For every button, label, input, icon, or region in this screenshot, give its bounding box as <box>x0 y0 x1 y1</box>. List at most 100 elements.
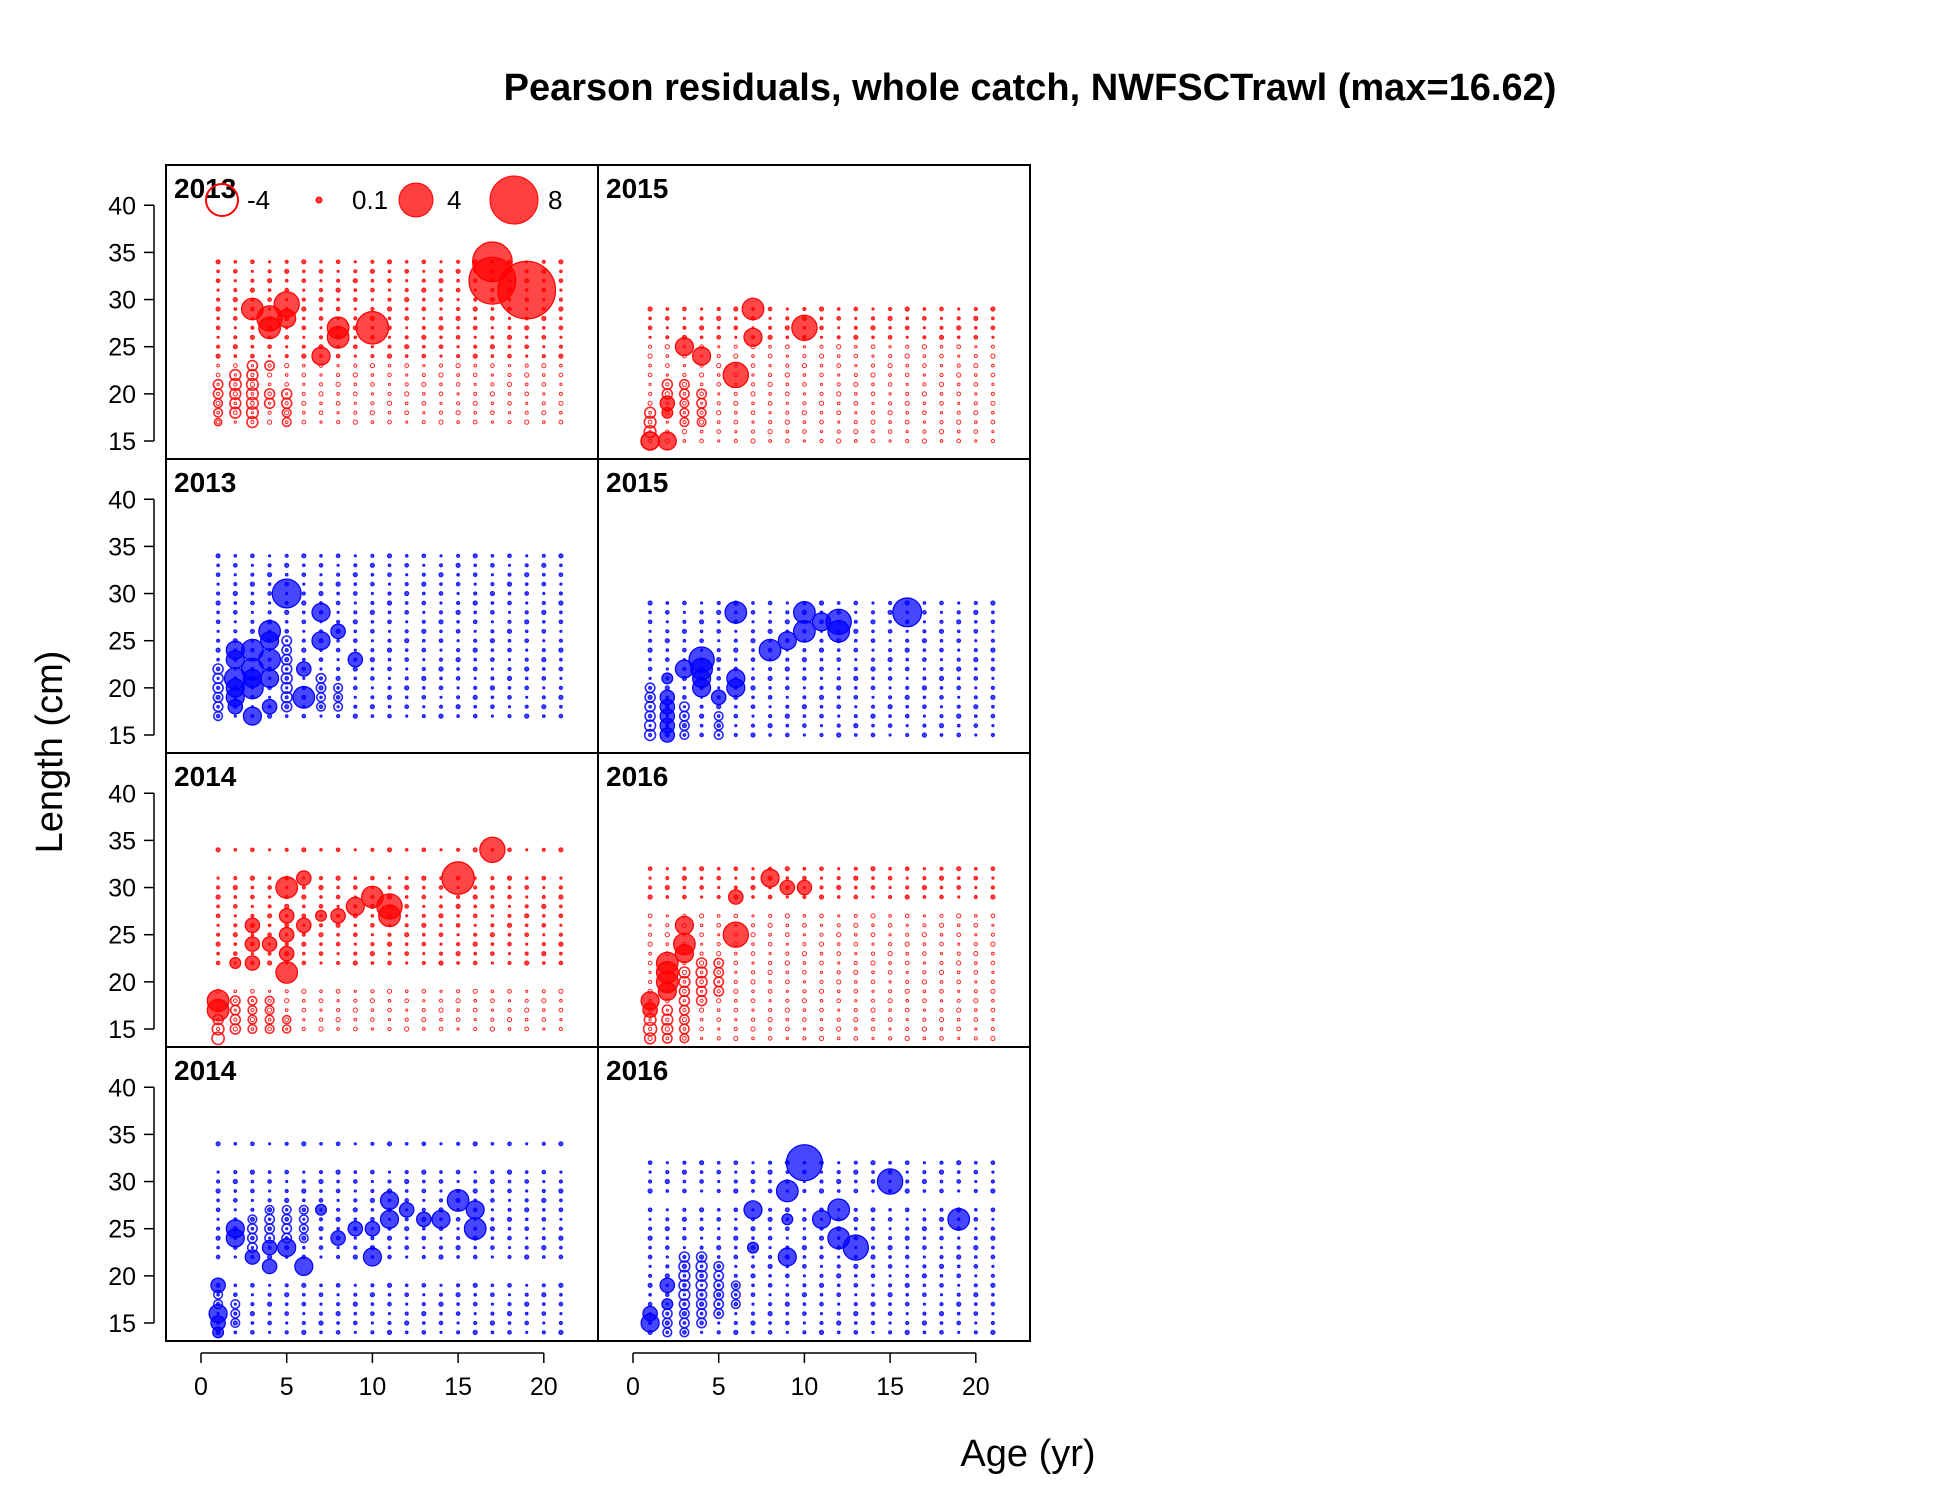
residual-point <box>733 960 739 966</box>
residual-point <box>973 1255 978 1259</box>
residual-point <box>665 326 669 330</box>
residual-point <box>784 685 790 691</box>
positive-residual <box>876 1168 904 1195</box>
residual-point <box>853 866 858 871</box>
residual-point <box>819 932 824 937</box>
residual-point <box>284 714 289 718</box>
residual-point <box>887 1292 893 1298</box>
residual-point <box>353 1198 358 1203</box>
residual-point <box>370 1330 375 1335</box>
residual-point <box>473 885 478 890</box>
residual-point <box>717 980 721 984</box>
positive-residual <box>741 297 765 321</box>
negative-residual <box>678 1298 691 1310</box>
residual-point <box>750 429 756 434</box>
residual-point <box>836 391 842 397</box>
residual-point <box>507 372 512 378</box>
residual-point <box>905 1217 909 1221</box>
residual-point <box>836 695 841 700</box>
residual-point <box>818 1329 825 1336</box>
residual-point <box>904 1282 910 1288</box>
positive-residual <box>261 936 278 952</box>
residual-point <box>733 885 738 890</box>
residual-point <box>837 714 841 718</box>
residual-point <box>870 325 876 331</box>
residual-point <box>438 269 444 274</box>
residual-point <box>456 1330 461 1335</box>
residual-point <box>404 1026 410 1032</box>
residual-point <box>318 685 324 691</box>
residual-point <box>301 1026 306 1032</box>
residual-point <box>318 268 324 274</box>
residual-point <box>284 1017 290 1022</box>
y-tick-label: 25 <box>108 334 136 362</box>
residual-point <box>853 885 858 890</box>
residual-point <box>267 269 272 274</box>
residual-point <box>541 420 546 424</box>
residual-point <box>784 1207 790 1213</box>
residual-point <box>215 1207 221 1213</box>
residual-point <box>524 563 529 568</box>
residual-point <box>301 297 306 302</box>
residual-point <box>991 629 995 633</box>
residual-point <box>473 1179 478 1184</box>
residual-point <box>888 1302 892 1306</box>
residual-point <box>369 1292 375 1298</box>
residual-point <box>922 1036 927 1041</box>
positive-residual <box>244 917 261 934</box>
residual-point <box>284 648 289 653</box>
residual-point <box>750 1320 756 1326</box>
residual-point <box>819 335 824 339</box>
residual-point <box>456 1321 460 1325</box>
residual-point <box>472 1141 478 1147</box>
residual-point <box>507 1246 512 1250</box>
residual-point <box>682 1330 687 1335</box>
residual-point <box>473 316 478 321</box>
residual-point <box>507 1141 512 1147</box>
residual-point <box>700 942 704 946</box>
residual-point <box>249 334 255 340</box>
residual-point <box>751 914 755 918</box>
negative-residual <box>695 1260 708 1273</box>
residual-point <box>991 410 995 415</box>
residual-point <box>699 970 704 975</box>
residual-point <box>716 657 722 663</box>
residual-point <box>387 1026 392 1032</box>
residual-point <box>682 1027 687 1031</box>
residual-point <box>268 848 272 852</box>
negative-residual <box>642 1021 658 1037</box>
residual-grid <box>215 1141 564 1336</box>
positive-residual <box>311 602 331 623</box>
residual-point <box>836 335 841 340</box>
residual-point <box>284 1197 290 1204</box>
residual-point <box>991 1170 995 1174</box>
residual-point <box>836 648 841 652</box>
residual-point <box>871 401 875 405</box>
residual-point <box>990 685 996 691</box>
residual-point <box>489 884 495 891</box>
residual-point <box>404 259 409 264</box>
residual-point <box>681 875 688 881</box>
positive-residual <box>892 597 923 628</box>
residual-point <box>336 666 341 672</box>
residual-point <box>386 600 393 606</box>
residual-point <box>733 410 738 415</box>
negative-residual <box>713 729 724 741</box>
negative-residual <box>678 701 690 713</box>
residual-point <box>888 354 893 359</box>
residual-point <box>648 1179 653 1184</box>
residual-point <box>716 1216 722 1222</box>
positive-residual <box>258 316 282 340</box>
residual-point <box>405 714 409 718</box>
residual-point <box>559 1312 563 1316</box>
residual-point <box>871 354 875 358</box>
negative-residual <box>661 1004 674 1016</box>
residual-point <box>853 675 859 682</box>
residual-point <box>524 344 530 350</box>
residual-point <box>785 989 789 993</box>
residual-point <box>216 563 220 568</box>
residual-point <box>647 372 653 378</box>
residual-point <box>249 381 255 387</box>
residual-point <box>990 400 996 406</box>
residual-point <box>370 1302 375 1306</box>
